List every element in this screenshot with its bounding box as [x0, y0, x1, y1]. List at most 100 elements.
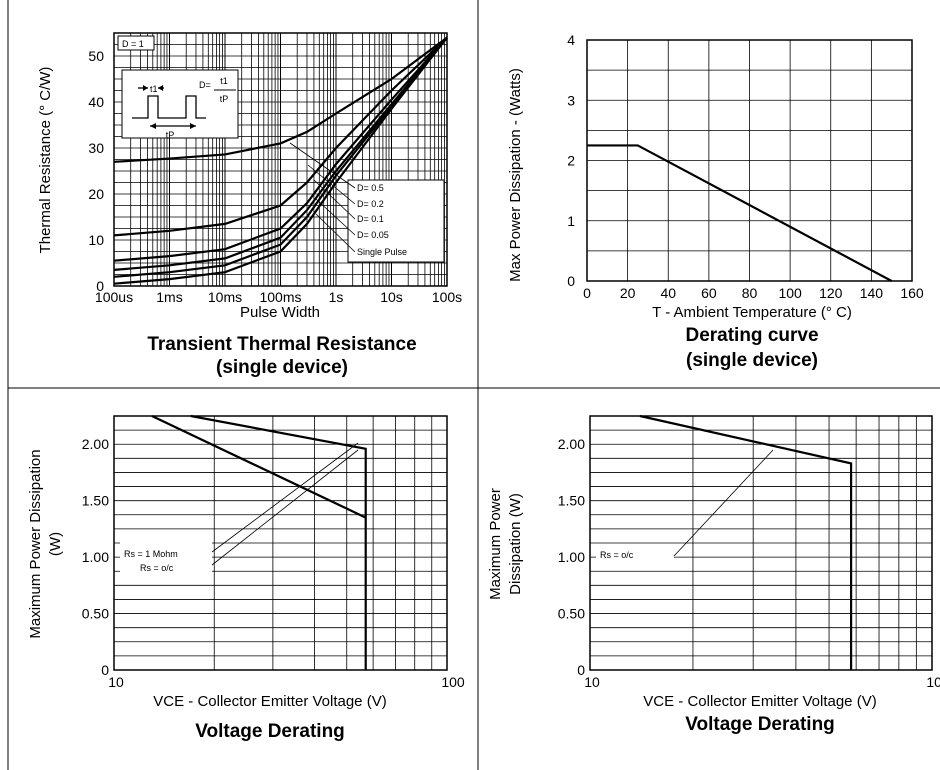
leader-line [315, 198, 356, 236]
inset-box [121, 69, 239, 139]
series-line-1 [113, 36, 448, 237]
chart-subtitle: (single device) [216, 357, 348, 378]
y-tick-label: 0 [577, 662, 585, 678]
chart-title: Transient Thermal Resistance [147, 334, 416, 355]
y-tick-label: 1.00 [82, 549, 109, 565]
y-tick-label: 20 [88, 186, 104, 202]
x-tick-label: 10ms [208, 289, 242, 305]
y-tick-label: 2 [567, 153, 575, 169]
plot-frame [113, 415, 448, 671]
y-tick-label: 50 [88, 48, 104, 64]
leader-line [211, 449, 359, 566]
x-tick-label: 100us [95, 289, 133, 305]
annotation-box [120, 542, 212, 576]
x-tick-label: 20 [620, 285, 636, 301]
y-axis-label: Dissipation (W) [507, 493, 524, 595]
y-tick-label: 10 [88, 232, 104, 248]
series-line-1 [151, 415, 367, 519]
inset-label-duty: D= [199, 80, 211, 90]
y-tick-label: 0 [567, 273, 575, 289]
x-tick-label: 160 [900, 285, 924, 301]
legend-label: D= 0.5 [357, 183, 384, 193]
x-tick-label: 140 [860, 285, 884, 301]
chart-subtitle: (single device) [686, 350, 818, 371]
x-tick-label: 100 [441, 674, 465, 690]
plot-frame [586, 39, 913, 282]
annotation-label: Rs = 1 Mohm [124, 549, 178, 559]
plot-frame [589, 415, 933, 671]
y-axis-label: Thermal Resistance (° C/W) [37, 67, 54, 254]
x-tick-label: 0 [583, 285, 591, 301]
y-tick-label: 30 [88, 140, 104, 156]
x-tick-label: 100s [432, 289, 462, 305]
legend-label: D= 0.05 [357, 230, 389, 240]
y-axis-label: Maximum Power Dissipation [27, 449, 44, 638]
x-tick-label: 10 [584, 674, 600, 690]
y-axis-label: Max Power Dissipation - (Watts) [507, 68, 524, 282]
x-tick-label: 100 [778, 285, 802, 301]
leader-line [307, 164, 356, 205]
leader-line [211, 442, 359, 553]
y-tick-label: 1.00 [558, 549, 585, 565]
y-tick-label: 1.50 [558, 493, 585, 509]
series-line-2 [113, 36, 448, 262]
leader-line [673, 449, 774, 557]
arrow-head [190, 123, 196, 129]
plot-frame [113, 32, 448, 287]
y-tick-label: 2.00 [82, 436, 109, 452]
x-tick-label: 80 [742, 285, 758, 301]
y-tick-label: 2.00 [558, 436, 585, 452]
series-line-4 [113, 36, 448, 278]
y-tick-label: 0 [96, 278, 104, 294]
chart-transient-thermal: D = 1 D= 0.5 D= 0.2 D= 0.1 D= 0.05 Single Pul… [37, 32, 462, 378]
annotation-label: Rs = o/c [140, 563, 174, 573]
series-line-0 [639, 414, 853, 670]
inset-label-t1: t1 [150, 84, 158, 94]
x-axis-label: VCE - Collector Emitter Voltage (V) [643, 693, 876, 710]
legend-label: D= 0.2 [357, 199, 384, 209]
x-axis-label: Pulse Width [240, 304, 320, 321]
series-line [587, 144, 893, 282]
y-tick-label: 0 [101, 662, 109, 678]
y-tick-label: 0.50 [82, 606, 109, 622]
legend-label: D= 0.1 [357, 214, 384, 224]
quadrant-frame [7, 0, 940, 770]
arrow-head [150, 123, 156, 129]
chart-voltage-derating-2: Rs = 1 Mohm Rs = o/c 0 0.50 1.00 1.50 2.00 10 10… [27, 414, 465, 742]
series-line-0 [190, 414, 367, 670]
y-tick-label: 3 [567, 92, 575, 108]
leader-line [289, 142, 356, 189]
y-tick-label: 1.50 [82, 493, 109, 509]
y-axis-label: Maximum Power [487, 488, 504, 600]
arrow-head [143, 85, 148, 91]
chart-voltage-derating-3: Rs = o/c 0 0.50 1.00 1.50 2.00 10 100 VCE - Coll… [487, 414, 940, 735]
x-tick-label: 40 [660, 285, 676, 301]
series-line-5 [113, 36, 448, 285]
annotation-label: Rs = o/c [600, 550, 634, 560]
legend-box-d1 [117, 35, 155, 51]
x-axis-label: T - Ambient Temperature (° C) [652, 304, 852, 321]
x-tick-label: 60 [701, 285, 717, 301]
x-tick-label: 10 [108, 674, 124, 690]
chart-title: Voltage Derating [685, 714, 835, 735]
chart-title: Voltage Derating [195, 721, 345, 742]
x-tick-label: 100 [926, 674, 940, 690]
series-line-0 [113, 36, 448, 163]
legend-label: Single Pulse [357, 247, 407, 257]
y-axis-label: (W) [47, 532, 64, 556]
y-tick-label: 4 [567, 32, 575, 48]
chart-title: Derating curve [685, 325, 818, 346]
pulse-waveform [132, 95, 206, 119]
leader-line [313, 179, 356, 220]
x-axis-label: VCE - Collector Emitter Voltage (V) [153, 693, 386, 710]
leader-line [315, 213, 356, 253]
legend-box [347, 179, 445, 263]
x-tick-label: 10s [380, 289, 403, 305]
arrow-head [158, 85, 163, 91]
legend-label: D = 1 [122, 39, 144, 49]
x-tick-label: 120 [819, 285, 843, 301]
inset-label-duty-num: t1 [220, 76, 228, 86]
x-tick-label: 1ms [156, 289, 182, 305]
